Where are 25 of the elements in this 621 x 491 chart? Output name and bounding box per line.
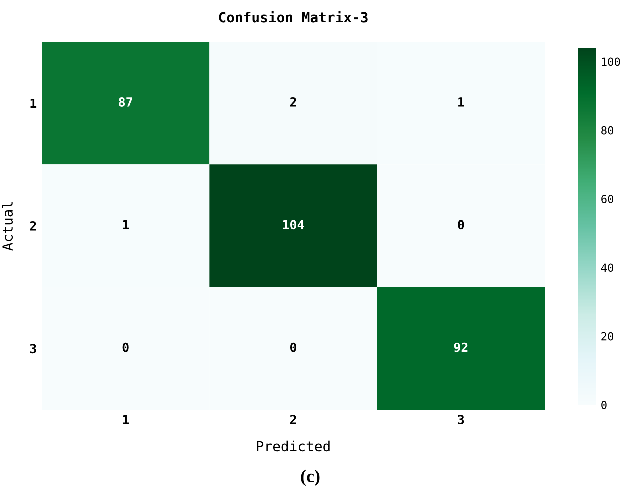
text: (c) xyxy=(301,470,320,486)
y-tick-label: 1 xyxy=(30,98,37,108)
data-label: 0 xyxy=(290,342,297,352)
data-label: 1 xyxy=(123,220,129,230)
color-bar-label: 80 xyxy=(602,126,614,135)
chart-title: Confusion Matrix-3 xyxy=(219,11,368,23)
data-label: 1 xyxy=(458,98,464,107)
x-tick-label: 1 xyxy=(123,415,129,424)
y-tick-label: 3 xyxy=(30,344,36,354)
y-axis-title: Actual xyxy=(2,202,14,251)
data-label: 0 xyxy=(458,220,464,230)
data-label: 87 xyxy=(119,98,132,107)
color-bar-label: 40 xyxy=(601,264,614,272)
data-label: 2 xyxy=(290,98,296,107)
y-tick-label: 2 xyxy=(30,221,36,231)
color-bar-label: 0 xyxy=(602,401,607,410)
data-label: 104 xyxy=(283,220,304,230)
data-label: 92 xyxy=(454,342,468,352)
color-bar-label: 60 xyxy=(602,195,614,204)
color-bar-label: 20 xyxy=(602,332,614,341)
x-tick-label: 2 xyxy=(290,415,296,424)
x-tick-label: 3 xyxy=(458,415,464,425)
x-axis-title: Predicted xyxy=(257,440,330,452)
data-label: 0 xyxy=(122,342,129,352)
color-bar-label: 100 xyxy=(602,58,620,66)
